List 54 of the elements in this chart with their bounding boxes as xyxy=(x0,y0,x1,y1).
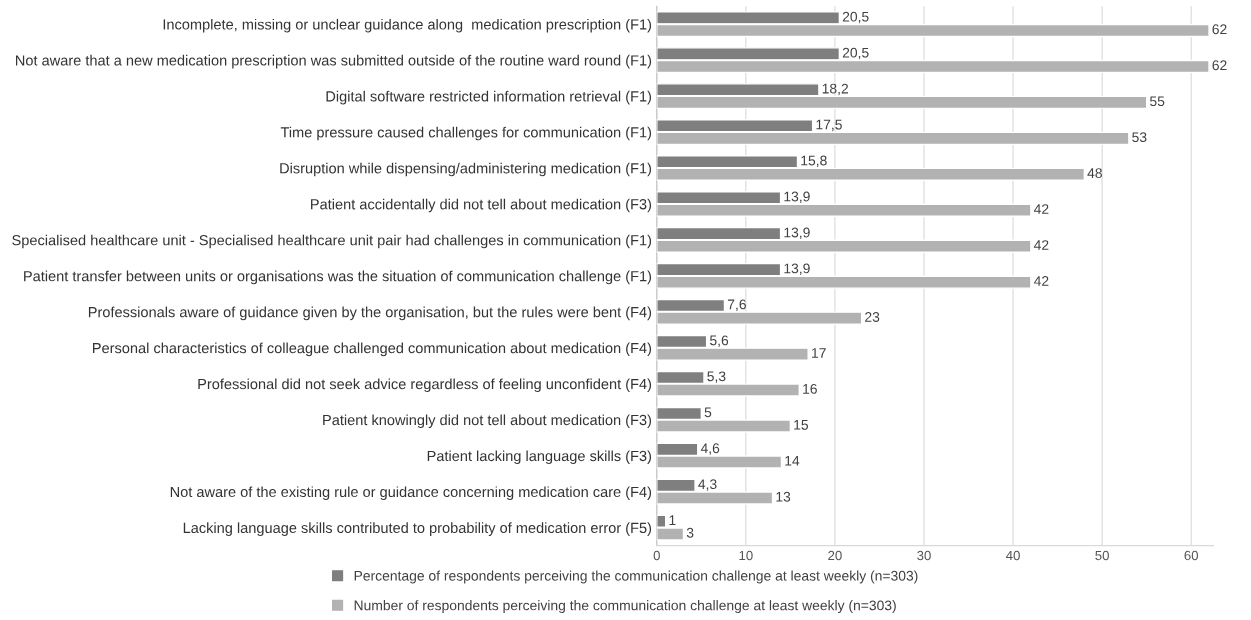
data-label: 55 xyxy=(1150,96,1165,107)
data-label: 20,5 xyxy=(842,11,869,24)
y-tick-label: Professional did not seek advice regardless of feeling unconfident (F4) xyxy=(198,378,652,393)
y-tick-label: Digital software restricted information retrieval (F1) xyxy=(326,90,652,105)
legend-label: Percentage of respondents perceiving the communication challenge at least weekly (n=303) xyxy=(354,570,918,584)
data-label: 15,8 xyxy=(801,155,827,168)
data-label: 5,6 xyxy=(709,335,729,347)
x-tick-label: 0 xyxy=(653,550,660,561)
y-tick-label: Incomplete, missing or unclear guidance along medication prescription (F1) xyxy=(163,18,652,33)
data-label: 14 xyxy=(785,456,800,466)
data-label: 17 xyxy=(812,348,826,358)
x-tick-label: 50 xyxy=(1095,550,1109,561)
data-label: 7,6 xyxy=(727,299,746,311)
y-tick-label: Patient accidentally did not tell about medication (F3) xyxy=(311,198,652,213)
data-label: 4,3 xyxy=(698,479,717,491)
data-label: 13,9 xyxy=(784,191,810,204)
data-label: 5 xyxy=(704,407,712,418)
y-tick-label: Not aware of the existing rule or guidance concerning medication care (F4) xyxy=(170,486,652,500)
legend-label: Number of respondents perceiving the communication challenge at least weekly (n=303) xyxy=(354,600,896,614)
y-tick-label: Patient transfer between units or organisations was the situation of communication challenge (F1) xyxy=(24,270,652,285)
y-tick-label: Time pressure caused challenges for communication (F1) xyxy=(280,126,652,141)
data-label: 53 xyxy=(1132,132,1147,143)
x-tick-label: 60 xyxy=(1184,550,1199,561)
y-tick-label: Specialised healthcare unit - Specialised healthcare unit pair had challenges in communication (F1) xyxy=(12,234,652,249)
y-tick-label: Patient lacking language skills (F3) xyxy=(427,450,652,465)
data-label: 17,5 xyxy=(816,119,842,132)
data-label: 18,2 xyxy=(822,83,848,96)
x-tick-label: 40 xyxy=(1006,550,1020,561)
data-label: 13 xyxy=(776,491,791,502)
y-tick-label: Disruption while dispensing/administering medication (F1) xyxy=(280,162,652,177)
data-label: 16 xyxy=(803,383,817,394)
x-tick-label: 10 xyxy=(739,550,753,561)
y-tick-label: Lacking language skills contributed to probability of medication error (F5) xyxy=(183,522,652,536)
x-tick-label: 30 xyxy=(917,550,931,561)
y-tick-label: Personal characteristics of colleague challenged communication about medication (F4) xyxy=(93,342,652,357)
y-tick-label: Patient knowingly did not tell about medication (F3) xyxy=(323,414,652,429)
data-label: 20,5 xyxy=(842,47,869,60)
data-label: 23 xyxy=(865,312,880,322)
data-label: 62 xyxy=(1212,60,1227,71)
data-label: 62 xyxy=(1212,24,1227,35)
data-label: 13,9 xyxy=(784,263,810,275)
y-tick-label: Not aware that a new medication prescription was submitted outside of the routine ward round (F1) xyxy=(16,54,652,69)
data-label: 13,9 xyxy=(784,227,810,240)
x-tick-label: 20 xyxy=(828,550,842,561)
data-label: 15 xyxy=(794,420,809,430)
data-label: 48 xyxy=(1087,168,1102,179)
data-label: 4,6 xyxy=(700,443,720,455)
data-label: 5,3 xyxy=(707,371,726,383)
data-label: 42 xyxy=(1033,276,1049,286)
data-label: 42 xyxy=(1033,204,1049,214)
data-label: 1 xyxy=(669,515,676,525)
y-tick-label: Professionals aware of guidance given by the organisation, but the rules were bent (F4) xyxy=(88,306,652,321)
data-label: 3 xyxy=(686,527,694,538)
data-label: 42 xyxy=(1033,240,1049,250)
